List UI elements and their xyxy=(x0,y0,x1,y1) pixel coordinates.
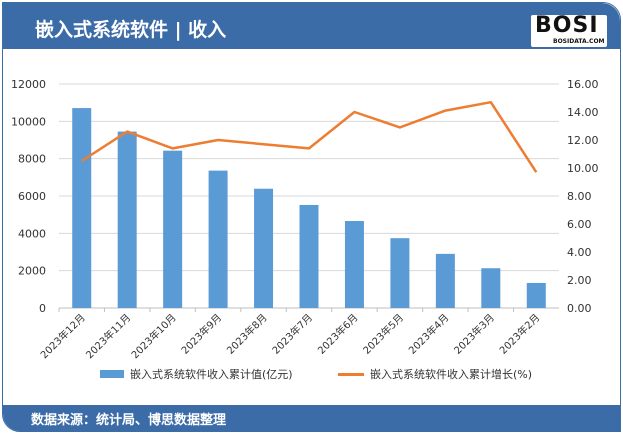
x-tick-label: 2023年2月 xyxy=(497,311,543,357)
x-tick-label: 2023年12月 xyxy=(38,311,88,361)
left-tick-label: 4000 xyxy=(18,227,46,240)
x-tick-label: 2023年11月 xyxy=(83,311,133,361)
right-tick-label: 6.00 xyxy=(567,218,592,231)
logo-subtext: BOSIDATA.COM xyxy=(553,38,605,45)
bar xyxy=(72,108,92,308)
x-tick-label: 2023年9月 xyxy=(178,311,224,357)
bar xyxy=(117,131,137,308)
right-tick-label: 4.00 xyxy=(567,246,592,259)
data-source: 数据来源：统计局、博思数据整理 xyxy=(31,413,227,428)
bar xyxy=(163,150,183,308)
header: 嵌入式系统软件 | 收入 BOSI BOSIDATA.COM xyxy=(3,3,620,49)
page-title: 嵌入式系统软件 | 收入 xyxy=(35,19,227,41)
x-tick-label: 2023年10月 xyxy=(128,311,178,361)
left-tick-label: 6000 xyxy=(18,190,46,203)
bar xyxy=(435,253,455,308)
legend-item-bar: 嵌入式系统软件收入累计值(亿元) xyxy=(100,366,293,382)
growth-line xyxy=(81,100,538,173)
left-tick-label: 0 xyxy=(39,302,46,315)
legend-item-line: 嵌入式系统软件收入累计增长(%) xyxy=(338,366,532,382)
bar xyxy=(208,170,228,308)
bar xyxy=(344,221,364,308)
x-tick-label: 2023年6月 xyxy=(315,311,361,357)
legend-swatch-line xyxy=(338,372,364,376)
right-tick-label: 10.00 xyxy=(567,162,599,175)
right-tick-label: 0.00 xyxy=(567,302,592,315)
right-tick-label: 16.00 xyxy=(567,78,599,91)
legend-swatch-bar xyxy=(100,370,124,378)
bar xyxy=(481,268,501,308)
right-tick-label: 12.00 xyxy=(567,134,599,147)
right-tick-label: 8.00 xyxy=(567,190,592,203)
x-tick-label: 2023年3月 xyxy=(451,311,497,357)
x-tick-label: 2023年4月 xyxy=(406,311,452,357)
legend-label-line: 嵌入式系统软件收入累计增长(%) xyxy=(370,368,533,381)
bar xyxy=(390,238,410,308)
left-tick-label: 10000 xyxy=(11,115,46,128)
bar xyxy=(299,204,319,308)
left-tick-label: 12000 xyxy=(11,78,46,91)
x-tick-label: 2023年7月 xyxy=(269,311,315,357)
right-tick-label: 14.00 xyxy=(567,106,599,119)
right-tick-label: 2.00 xyxy=(567,274,592,287)
left-tick-label: 2000 xyxy=(18,265,46,278)
left-tick-label: 8000 xyxy=(18,153,46,166)
bar xyxy=(254,188,274,308)
logo-text: BOSI xyxy=(535,13,599,38)
x-tick-label: 2023年5月 xyxy=(360,311,406,357)
x-tick-label: 2023年8月 xyxy=(224,311,270,357)
bar xyxy=(526,282,546,308)
legend-label-bar: 嵌入式系统软件收入累计值(亿元) xyxy=(130,368,293,381)
footer: 数据来源：统计局、博思数据整理 xyxy=(3,405,620,431)
bosi-logo: BOSI BOSIDATA.COM xyxy=(531,13,607,47)
